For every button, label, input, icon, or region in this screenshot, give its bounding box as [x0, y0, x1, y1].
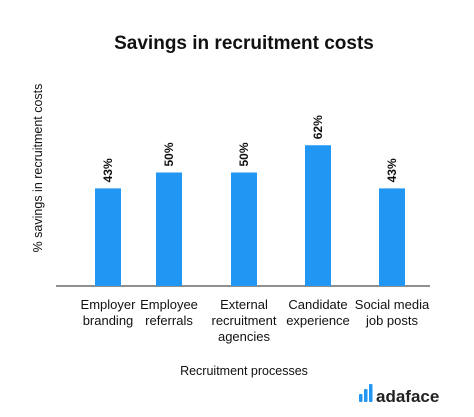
tick-label-line: referrals	[145, 313, 193, 328]
bar-0	[95, 188, 121, 286]
tick-label-3: Candidate experience	[286, 297, 350, 328]
tick-label-line: External	[220, 297, 268, 312]
brand-name: adaface	[376, 387, 439, 406]
chart-title: Savings in recruitment costs	[114, 33, 374, 54]
x-axis-label: Recruitment processes	[180, 364, 308, 378]
data-labels-group: 43% 50% 50% 62% 43%	[101, 115, 399, 182]
tick-label-line: recruitment	[211, 313, 276, 328]
tick-label-2: External recruitment agencies	[211, 297, 276, 344]
bar-2	[231, 172, 257, 286]
tick-label-line: branding	[83, 313, 134, 328]
data-label-0: 43%	[101, 158, 115, 182]
brand-logo: adaface	[359, 384, 439, 406]
bar-4	[379, 188, 405, 286]
tick-label-line: Employee	[140, 297, 198, 312]
bar-3	[305, 145, 331, 286]
tick-label-1: Employee referrals	[140, 297, 198, 328]
data-label-3: 62%	[311, 115, 325, 139]
tick-label-line: job posts	[365, 313, 419, 328]
bar-1	[156, 172, 182, 286]
bar-logo-icon	[359, 384, 373, 402]
data-label-2: 50%	[237, 142, 251, 166]
tick-label-4: Social media job posts	[355, 297, 430, 328]
data-label-1: 50%	[162, 142, 176, 166]
tick-label-line: Employer	[81, 297, 137, 312]
bars-group	[95, 145, 405, 286]
logo-bar	[369, 384, 373, 402]
tick-label-line: experience	[286, 313, 350, 328]
logo-bar	[359, 394, 363, 402]
tick-label-line: Social media	[355, 297, 430, 312]
tick-label-line: agencies	[218, 329, 271, 344]
data-label-4: 43%	[385, 158, 399, 182]
logo-bar	[364, 389, 368, 402]
tick-label-0: Employer branding	[81, 297, 137, 328]
y-axis-label: % savings in recruitment costs	[31, 84, 45, 253]
tick-label-line: Candidate	[288, 297, 347, 312]
